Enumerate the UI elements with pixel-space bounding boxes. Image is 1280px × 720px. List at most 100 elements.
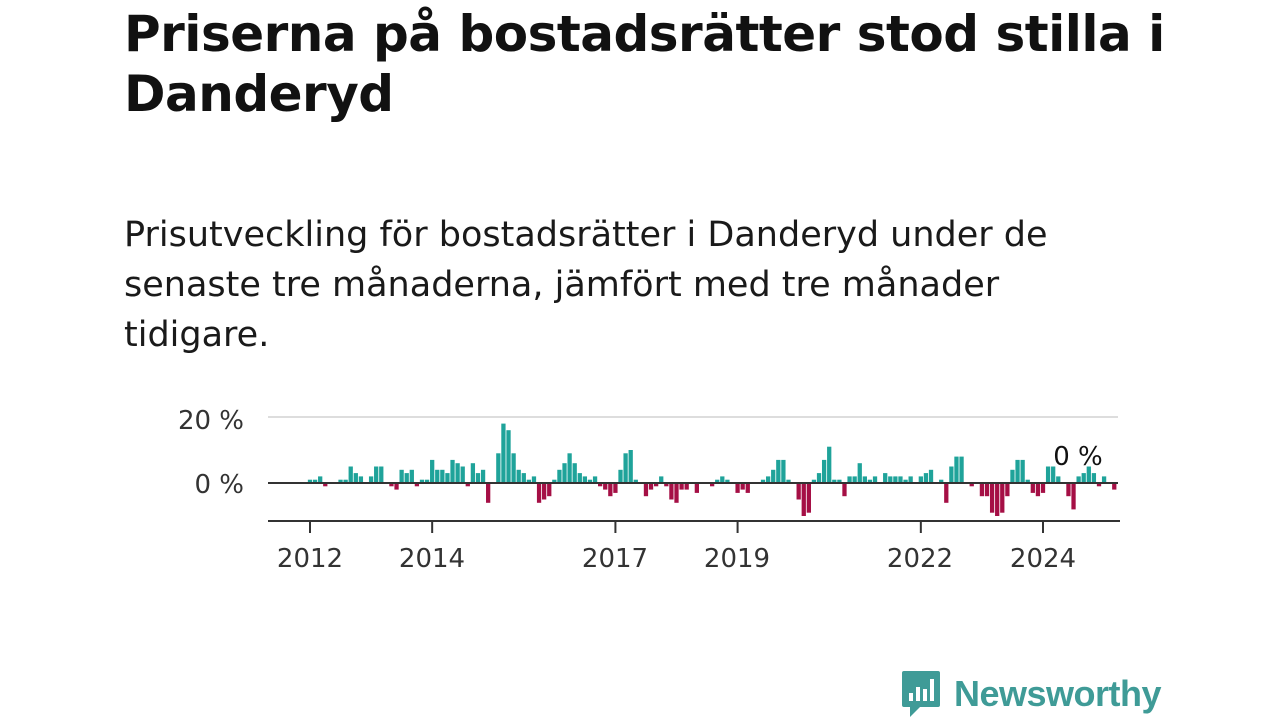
bar	[801, 483, 806, 516]
bar	[623, 453, 628, 483]
bar	[633, 479, 638, 483]
bar	[598, 483, 603, 487]
bar	[389, 483, 394, 487]
bar	[1005, 483, 1010, 497]
bar	[531, 476, 537, 483]
bar	[358, 476, 364, 483]
bar	[1086, 466, 1091, 483]
bar	[852, 476, 857, 483]
bar	[1071, 483, 1076, 510]
brand-name: Newsworthy	[954, 673, 1162, 714]
bar	[847, 476, 852, 483]
bar	[664, 483, 669, 487]
bar	[440, 469, 445, 483]
bar	[1066, 483, 1071, 497]
bar	[374, 466, 379, 483]
bar	[1000, 483, 1005, 513]
bar	[562, 463, 567, 483]
bar	[679, 483, 684, 490]
bar	[592, 476, 598, 483]
bar	[511, 453, 516, 483]
bar	[552, 479, 557, 483]
bar	[898, 476, 903, 483]
bar	[1096, 483, 1102, 487]
bar	[526, 479, 532, 483]
bar	[883, 473, 888, 483]
bar	[394, 483, 399, 490]
bar-chart: 20 % 0 % 2012 2014 2017 2019 2022 2024 0…	[178, 406, 1120, 574]
bar	[1081, 473, 1086, 483]
x-tick-label-2019: 2019	[704, 544, 770, 574]
bar	[939, 479, 944, 483]
x-tick-label-2024: 2024	[1010, 544, 1076, 574]
bar	[318, 476, 323, 483]
bar	[424, 479, 430, 483]
bar	[857, 463, 862, 483]
bar	[496, 453, 501, 483]
x-tick-label-2017: 2017	[582, 544, 648, 574]
bar	[435, 469, 440, 483]
bar	[735, 483, 740, 493]
x-tick-label-2012: 2012	[277, 544, 343, 574]
bar	[816, 473, 822, 483]
bar	[501, 423, 506, 483]
bar	[628, 450, 633, 483]
bar	[995, 483, 1000, 516]
bar	[888, 476, 893, 483]
bar	[460, 466, 465, 483]
bar	[1045, 466, 1051, 483]
bar	[343, 479, 348, 483]
bar	[760, 479, 766, 483]
bar	[989, 483, 995, 513]
bar	[1030, 483, 1035, 493]
bar	[353, 473, 358, 483]
bar	[1010, 469, 1015, 483]
bar	[979, 483, 985, 497]
bar	[720, 476, 725, 483]
bar	[572, 463, 577, 483]
bar	[338, 479, 343, 483]
bar	[842, 483, 847, 497]
bar	[837, 479, 842, 483]
bar	[643, 483, 649, 497]
y-tick-label-20: 20 %	[178, 406, 244, 436]
bar	[379, 466, 384, 483]
bar	[618, 469, 623, 483]
bar	[771, 469, 776, 483]
bar	[1040, 483, 1046, 493]
bar	[1091, 473, 1097, 483]
bar	[908, 476, 913, 483]
bar	[954, 456, 959, 483]
bar	[409, 469, 414, 483]
bar	[430, 459, 435, 483]
x-tick-label-2022: 2022	[887, 544, 953, 574]
bar	[312, 479, 318, 483]
bar	[765, 476, 771, 483]
bar	[928, 469, 934, 483]
bar	[796, 483, 801, 500]
bar	[903, 479, 908, 483]
bar	[659, 476, 664, 483]
bar	[1025, 479, 1030, 483]
chart-title: Priserna på bostadsrätter stod stilla i …	[124, 5, 1165, 123]
bar	[450, 459, 455, 483]
bar	[694, 483, 699, 493]
bar	[399, 469, 404, 483]
bar	[669, 483, 674, 500]
chart-subtitle: Prisutveckling för bostadsrätter i Dande…	[124, 215, 1048, 355]
bar	[944, 483, 949, 503]
bar	[521, 473, 526, 483]
bar	[984, 483, 990, 497]
bar	[949, 466, 954, 483]
bar	[323, 483, 328, 487]
bar	[781, 459, 786, 483]
bar	[684, 483, 689, 490]
bar	[1112, 483, 1117, 490]
bar	[1035, 483, 1041, 497]
bar	[404, 473, 409, 483]
bar	[959, 456, 964, 483]
bar	[486, 483, 491, 503]
bar	[587, 479, 593, 483]
bar	[307, 479, 313, 483]
bar	[1076, 476, 1081, 483]
